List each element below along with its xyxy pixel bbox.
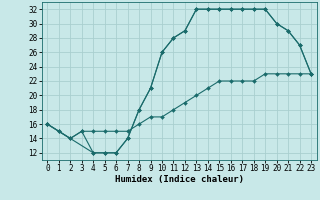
X-axis label: Humidex (Indice chaleur): Humidex (Indice chaleur) xyxy=(115,175,244,184)
